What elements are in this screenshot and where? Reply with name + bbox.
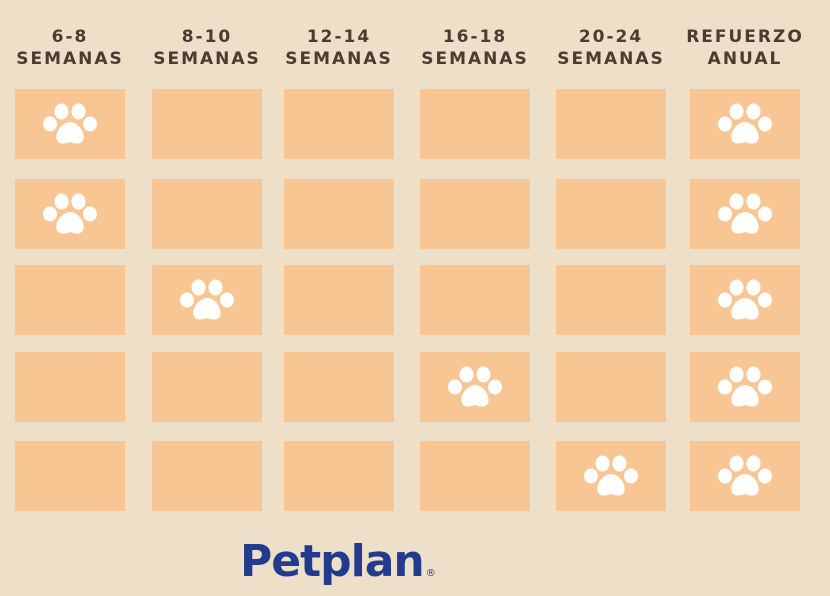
paw-icon [582, 454, 640, 498]
schedule-cell [690, 89, 800, 159]
column-header-line1: 16-18 [442, 27, 508, 47]
column-header-line1: 12-14 [306, 27, 372, 47]
schedule-cell [284, 441, 394, 511]
column-header-line1: 20-24 [578, 27, 644, 47]
paw-icon [716, 365, 774, 409]
column-header-line2: SEMANAS [285, 49, 393, 69]
paw-icon [716, 192, 774, 236]
schedule-cell [690, 352, 800, 422]
schedule-cell [15, 352, 125, 422]
column-header-line2: SEMANAS [153, 49, 261, 69]
column-header: 6-8 SEMANAS [0, 26, 140, 70]
schedule-cell [420, 352, 530, 422]
schedule-cell [15, 441, 125, 511]
schedule-cell [420, 179, 530, 249]
column-header-line2: SEMANAS [16, 49, 124, 69]
column-header-line2: SEMANAS [557, 49, 665, 69]
registered-mark: ® [425, 568, 436, 579]
paw-icon [716, 102, 774, 146]
column-header: 12-14 SEMANAS [269, 26, 409, 70]
column-header-line2: SEMANAS [421, 49, 529, 69]
schedule-cell [15, 265, 125, 335]
schedule-cell [556, 441, 666, 511]
column-header: 8-10 SEMANAS [137, 26, 277, 70]
paw-icon [41, 102, 99, 146]
column-header-line1: 6-8 [51, 27, 89, 47]
schedule-cell [284, 265, 394, 335]
schedule-cell [152, 179, 262, 249]
paw-icon [41, 192, 99, 236]
schedule-cell [556, 89, 666, 159]
schedule-cell [15, 179, 125, 249]
column-header: 20-24 SEMANAS [541, 26, 681, 70]
schedule-cell [420, 441, 530, 511]
schedule-cell [556, 352, 666, 422]
paw-icon [178, 278, 236, 322]
paw-icon [446, 365, 504, 409]
schedule-cell [15, 89, 125, 159]
paw-icon [716, 278, 774, 322]
schedule-cell [420, 89, 530, 159]
schedule-cell [556, 265, 666, 335]
schedule-cell [152, 89, 262, 159]
logo-text: Petplan [240, 536, 425, 587]
column-header: 16-18 SEMANAS [405, 26, 545, 70]
schedule-cell [284, 89, 394, 159]
schedule-cell [152, 265, 262, 335]
schedule-cell [690, 441, 800, 511]
schedule-cell [152, 352, 262, 422]
paw-icon [716, 454, 774, 498]
column-header: REFUERZO ANUAL [675, 26, 815, 70]
schedule-cell [690, 265, 800, 335]
schedule-cell [152, 441, 262, 511]
column-header-line1: REFUERZO [686, 27, 804, 47]
schedule-cell [284, 352, 394, 422]
schedule-cell [284, 179, 394, 249]
schedule-cell [690, 179, 800, 249]
column-header-line2: ANUAL [707, 49, 783, 69]
petplan-logo: Petplan ® [240, 532, 436, 592]
schedule-cell [556, 179, 666, 249]
column-header-line1: 8-10 [181, 27, 233, 47]
schedule-cell [420, 265, 530, 335]
